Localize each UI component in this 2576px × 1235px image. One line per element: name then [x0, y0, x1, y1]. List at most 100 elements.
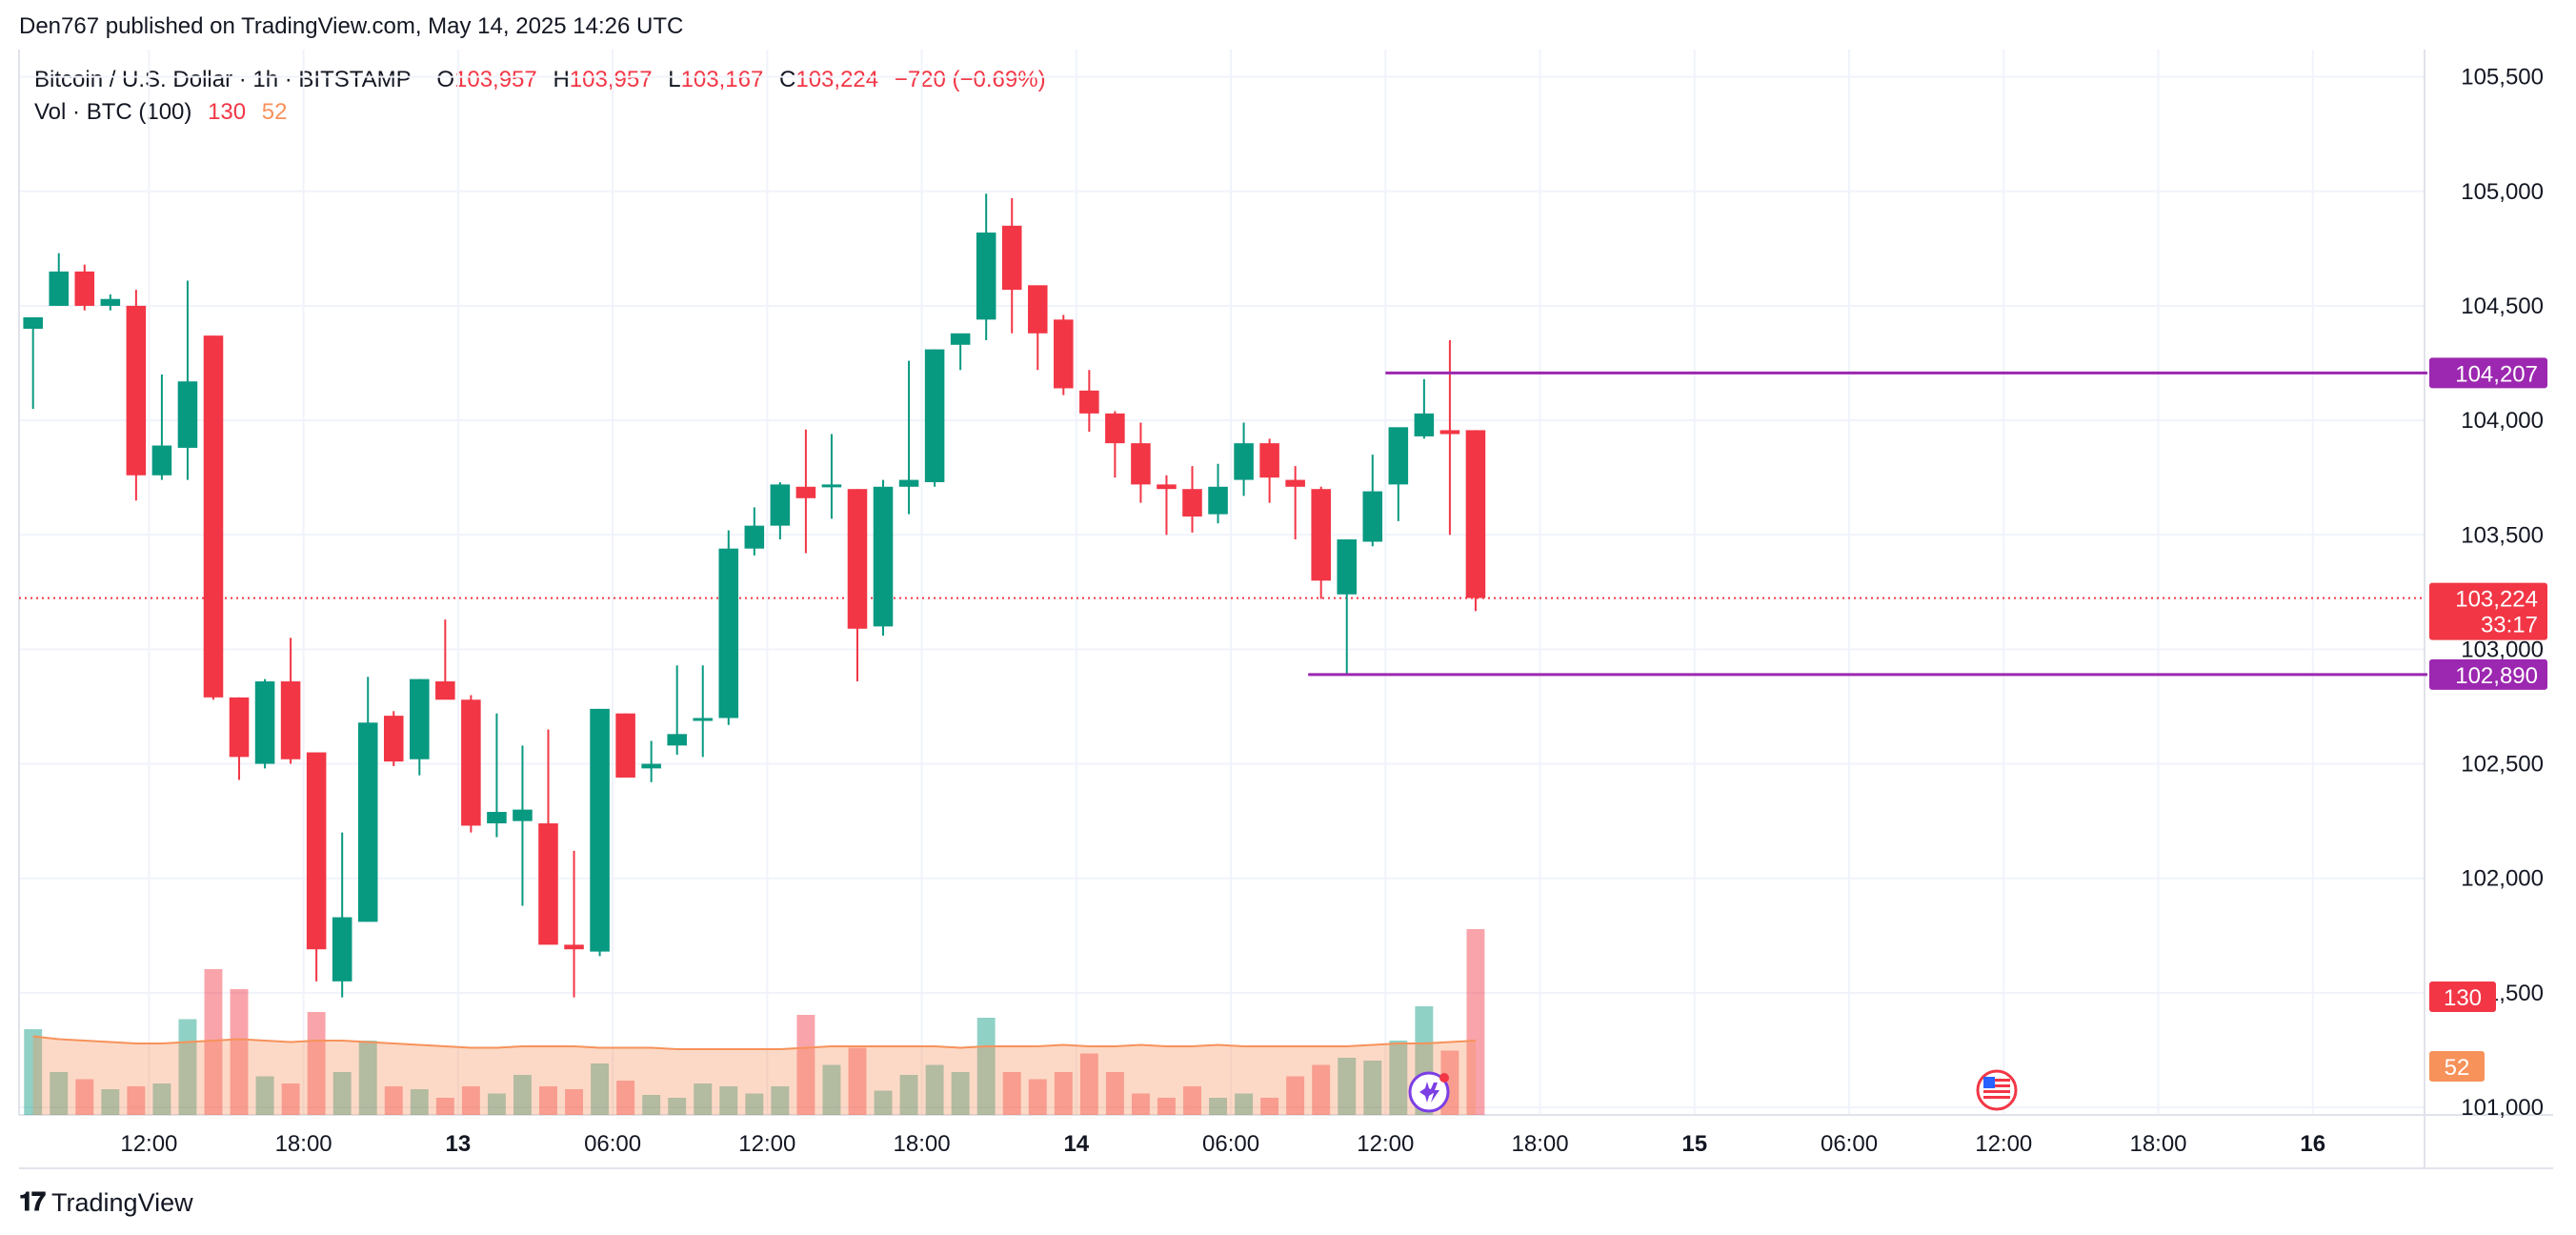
level-lines — [1308, 371, 2427, 677]
volume-bar — [127, 1086, 146, 1115]
low-value: 103,167 — [680, 67, 764, 92]
volume-bar — [1466, 929, 1485, 1115]
candle-body — [435, 681, 455, 700]
candle-body — [1414, 413, 1435, 436]
volume-bar — [384, 1086, 403, 1115]
volume-bar — [1363, 1061, 1382, 1115]
price-tick-label: 105,000 — [2461, 179, 2544, 205]
volume-bar — [1338, 1058, 1357, 1115]
last-price-tag-label: 103,224 — [2455, 587, 2538, 613]
price-tick-label: 102,500 — [2461, 752, 2544, 778]
price-tick-label: 105,500 — [2461, 65, 2544, 91]
volume-bar — [976, 1018, 996, 1115]
candle-body — [693, 718, 714, 721]
candle-body — [1054, 319, 1074, 389]
candle-body — [1131, 443, 1151, 485]
volume-bar — [642, 1095, 661, 1115]
time-tick-label: 18:00 — [275, 1131, 332, 1157]
low-label: L — [668, 67, 681, 92]
last-price-tag — [2429, 582, 2547, 640]
high-label: H — [553, 67, 570, 92]
us-flag-event-icon[interactable] — [1976, 1069, 2018, 1111]
symbol-title[interactable]: Bitcoin / U.S. Dollar · 1h · BITSTAMP — [34, 67, 412, 92]
volume-bar — [513, 1075, 532, 1115]
price-tick-label: 104,000 — [2461, 408, 2544, 434]
volume-legend: Vol · BTC (100) 130 52 — [34, 99, 287, 126]
volume-bar — [1079, 1053, 1098, 1115]
volume-value: 130 — [208, 99, 247, 125]
volume-bar — [101, 1089, 120, 1115]
candle-body — [357, 722, 378, 922]
volume-bar — [152, 1083, 171, 1115]
candle-body — [1337, 539, 1358, 595]
candle-body — [795, 486, 816, 498]
candle-body — [590, 708, 610, 952]
tradingview-logo[interactable]: 𝟏𝟕 TradingView — [19, 1187, 193, 1218]
volume-label[interactable]: Vol · BTC (100) — [34, 99, 192, 125]
candle-body — [410, 678, 430, 759]
volume-bar — [230, 989, 249, 1115]
price-tick-label: 102,000 — [2461, 866, 2544, 892]
price-tick-label: 103,500 — [2461, 522, 2544, 548]
volume-bar — [75, 1079, 94, 1115]
volume-bar — [719, 1086, 738, 1115]
time-axis[interactable]: 12:00 18:00 13 06:00 12:00 18:00 14 06:00 12:00 1… — [120, 1131, 2325, 1157]
volume-bar — [332, 1072, 352, 1115]
volume-bar — [1105, 1072, 1124, 1115]
candle-body — [898, 479, 919, 487]
candle-body — [641, 763, 661, 769]
candle-body — [23, 316, 43, 329]
volume-bar — [668, 1098, 687, 1115]
level-price-tag-label: 102,890 — [2455, 663, 2538, 689]
candle-body — [667, 734, 687, 746]
event-icons[interactable] — [1408, 1069, 2018, 1113]
time-tick-label: 06:00 — [1202, 1131, 1259, 1157]
candle-body — [254, 681, 275, 764]
time-tick-label: 18:00 — [894, 1131, 951, 1157]
price-tick-label: 103,000 — [2461, 637, 2544, 662]
price-tick-label: 101,000 — [2461, 1095, 2544, 1121]
volume-bar — [822, 1064, 841, 1115]
volume-bar — [1002, 1072, 1021, 1115]
candles — [23, 193, 1486, 998]
candle-body — [461, 699, 481, 826]
time-tick-label: 12:00 — [738, 1131, 795, 1157]
volume-bar — [1183, 1086, 1201, 1115]
volume-bar — [487, 1093, 506, 1115]
candle-body — [538, 823, 558, 945]
volume-bar — [874, 1090, 893, 1115]
candle-body — [1027, 285, 1048, 334]
candle-body — [100, 298, 121, 306]
volume-bar — [694, 1083, 713, 1115]
candle-body — [1465, 430, 1486, 598]
volume-bar — [1028, 1079, 1047, 1115]
volume-bar — [358, 1041, 377, 1115]
open-value: 103,957 — [454, 67, 537, 92]
candle-body — [564, 944, 584, 950]
candle-body — [513, 809, 533, 821]
countdown-label: 33:17 — [2481, 613, 2538, 638]
tradingview-ai-icon[interactable] — [1408, 1071, 1450, 1113]
candle-body — [1234, 443, 1254, 480]
price-tick-label: 104,500 — [2461, 294, 2544, 319]
candle-body — [924, 349, 945, 482]
candle-body — [1388, 427, 1409, 485]
candle-body — [203, 335, 224, 698]
time-tick-label: 14 — [1063, 1131, 1089, 1157]
time-tick-label: 12:00 — [120, 1131, 177, 1157]
volume-bar — [616, 1081, 635, 1115]
candle-body — [383, 716, 404, 762]
candle-body — [976, 233, 996, 320]
candle-body — [950, 333, 971, 345]
volume-bar — [1389, 1041, 1408, 1115]
volume-bar — [461, 1086, 480, 1115]
volume-bar — [771, 1086, 790, 1115]
volume-bar — [255, 1076, 274, 1115]
candle-body — [718, 548, 739, 719]
volume-bar — [1260, 1098, 1279, 1115]
tradingview-brand: TradingView — [51, 1187, 193, 1217]
volume-ma-tag — [2429, 1051, 2485, 1082]
time-tick-label: 06:00 — [584, 1131, 641, 1157]
